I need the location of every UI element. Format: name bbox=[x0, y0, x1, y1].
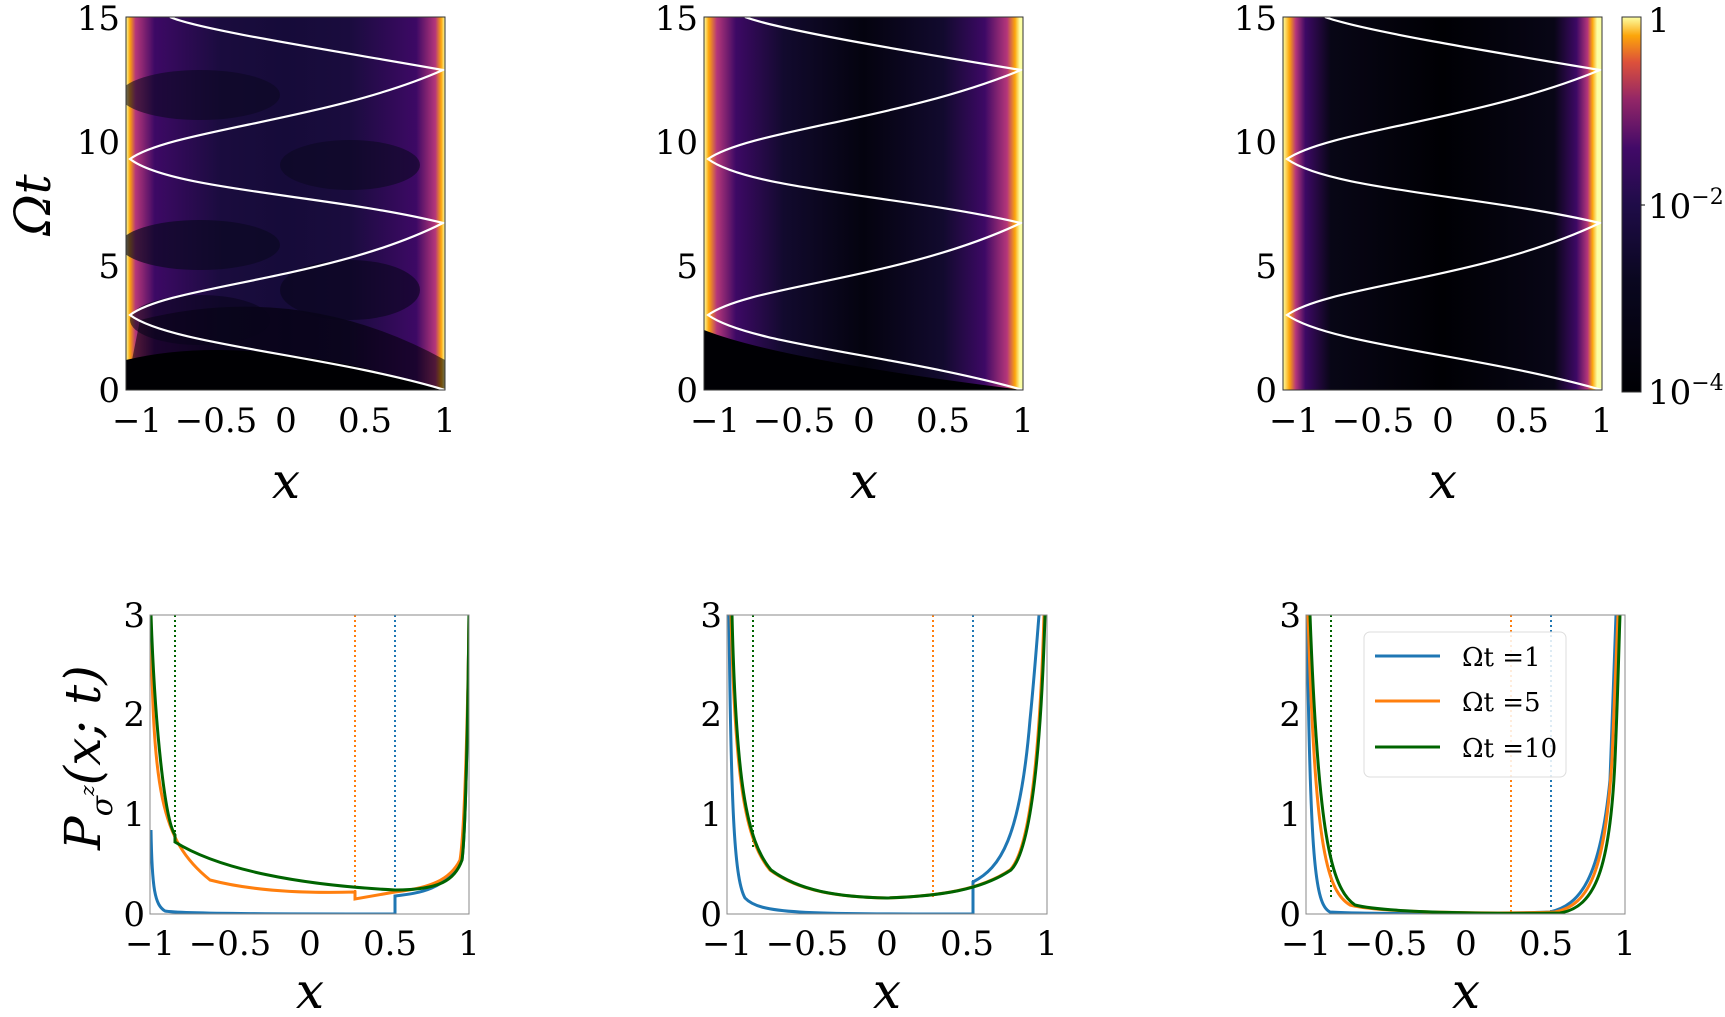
svg-text:3: 3 bbox=[700, 596, 722, 636]
svg-text:−1: −1 bbox=[1269, 401, 1319, 441]
x-axis-label-5: x bbox=[873, 962, 901, 1017]
svg-text:5: 5 bbox=[98, 247, 120, 287]
svg-text:−0.5: −0.5 bbox=[1345, 924, 1428, 964]
svg-text:5: 5 bbox=[1255, 247, 1277, 287]
colorbar: 1 10−2 10−4 bbox=[1621, 1, 1724, 413]
svg-text:0: 0 bbox=[275, 401, 297, 441]
top-yticks: 0 5 10 15 0 5 10 15 0 5 10 15 bbox=[77, 0, 1277, 411]
x-axis-label-4: x bbox=[296, 962, 324, 1017]
legend: Ωt =1 Ωt =5 Ωt =10 bbox=[1363, 631, 1567, 778]
svg-text:1: 1 bbox=[123, 795, 145, 835]
svg-text:0: 0 bbox=[1432, 401, 1454, 441]
legend-item-1: Ωt =1 bbox=[1462, 643, 1541, 673]
svg-text:0.5: 0.5 bbox=[940, 924, 994, 964]
svg-text:15: 15 bbox=[1234, 0, 1277, 39]
svg-text:0.5: 0.5 bbox=[1519, 924, 1573, 964]
svg-text:1: 1 bbox=[1012, 401, 1034, 441]
svg-text:1: 1 bbox=[434, 401, 456, 441]
line-plot-2 bbox=[727, 615, 1047, 914]
bottom-xticks: −1 −0.5 0 0.5 1 −1 −0.5 0 0.5 1 −1 −0.5 … bbox=[125, 924, 1636, 964]
x-axis-label-1: x bbox=[272, 452, 300, 510]
svg-text:0: 0 bbox=[853, 401, 875, 441]
legend-item-3: Ωt =10 bbox=[1462, 734, 1557, 764]
svg-text:−1: −1 bbox=[112, 401, 162, 441]
svg-text:1: 1 bbox=[1279, 795, 1301, 835]
svg-text:−0.5: −0.5 bbox=[1332, 401, 1415, 441]
svg-text:−1: −1 bbox=[125, 924, 175, 964]
y-axis-label-probability: Pσz(x; t) bbox=[54, 665, 120, 851]
y-axis-label-omega-t: Ωt bbox=[4, 173, 62, 236]
svg-text:0: 0 bbox=[1255, 371, 1277, 411]
legend-item-2: Ωt =5 bbox=[1462, 688, 1541, 718]
heatmap-panel-1 bbox=[125, 16, 446, 391]
svg-text:10: 10 bbox=[655, 123, 698, 163]
svg-text:10: 10 bbox=[77, 123, 120, 163]
x-axis-label-2: x bbox=[850, 452, 878, 510]
svg-text:0.5: 0.5 bbox=[916, 401, 970, 441]
svg-text:0: 0 bbox=[1455, 924, 1477, 964]
line-plot-1 bbox=[150, 615, 469, 914]
svg-text:1: 1 bbox=[1614, 924, 1636, 964]
svg-text:10: 10 bbox=[1234, 123, 1277, 163]
svg-text:−0.5: −0.5 bbox=[189, 924, 272, 964]
svg-text:0: 0 bbox=[299, 924, 321, 964]
svg-text:3: 3 bbox=[123, 596, 145, 636]
svg-text:3: 3 bbox=[1279, 596, 1301, 636]
svg-text:0: 0 bbox=[98, 371, 120, 411]
svg-text:1: 1 bbox=[1036, 924, 1058, 964]
x-axis-label-6: x bbox=[1452, 962, 1480, 1017]
svg-text:−1: −1 bbox=[702, 924, 752, 964]
svg-text:0.5: 0.5 bbox=[338, 401, 392, 441]
top-xticks: −1 −0.5 0 0.5 1 −1 −0.5 0 0.5 1 −1 −0.5 … bbox=[112, 401, 1613, 441]
svg-text:0: 0 bbox=[1279, 895, 1301, 935]
colorbar-label-bottom: 10−4 bbox=[1648, 371, 1724, 413]
svg-text:15: 15 bbox=[655, 0, 698, 39]
heatmap-panel-3 bbox=[1282, 16, 1603, 391]
svg-text:−1: −1 bbox=[1281, 924, 1331, 964]
colorbar-label-mid: 10−2 bbox=[1648, 185, 1724, 227]
svg-text:−1: −1 bbox=[690, 401, 740, 441]
svg-text:0: 0 bbox=[876, 924, 898, 964]
svg-text:−0.5: −0.5 bbox=[753, 401, 836, 441]
bottom-yticks: 0 1 2 3 0 1 2 3 0 1 2 3 bbox=[123, 596, 1301, 935]
svg-text:2: 2 bbox=[1279, 695, 1301, 735]
line-plot-3 bbox=[1306, 615, 1622, 914]
svg-text:1: 1 bbox=[1591, 401, 1613, 441]
svg-text:0: 0 bbox=[123, 895, 145, 935]
svg-text:2: 2 bbox=[700, 695, 722, 735]
svg-text:0.5: 0.5 bbox=[1495, 401, 1549, 441]
svg-text:1: 1 bbox=[458, 924, 480, 964]
svg-text:2: 2 bbox=[123, 695, 145, 735]
svg-text:−0.5: −0.5 bbox=[766, 924, 849, 964]
svg-text:0.5: 0.5 bbox=[363, 924, 417, 964]
svg-text:15: 15 bbox=[77, 0, 120, 39]
svg-text:0: 0 bbox=[700, 895, 722, 935]
heatmap-panel-2 bbox=[703, 16, 1024, 391]
x-axis-label-3: x bbox=[1429, 452, 1457, 510]
colorbar-label-top: 1 bbox=[1648, 1, 1670, 41]
svg-text:−0.5: −0.5 bbox=[175, 401, 258, 441]
svg-text:5: 5 bbox=[676, 247, 698, 287]
svg-text:0: 0 bbox=[676, 371, 698, 411]
svg-text:1: 1 bbox=[700, 795, 722, 835]
